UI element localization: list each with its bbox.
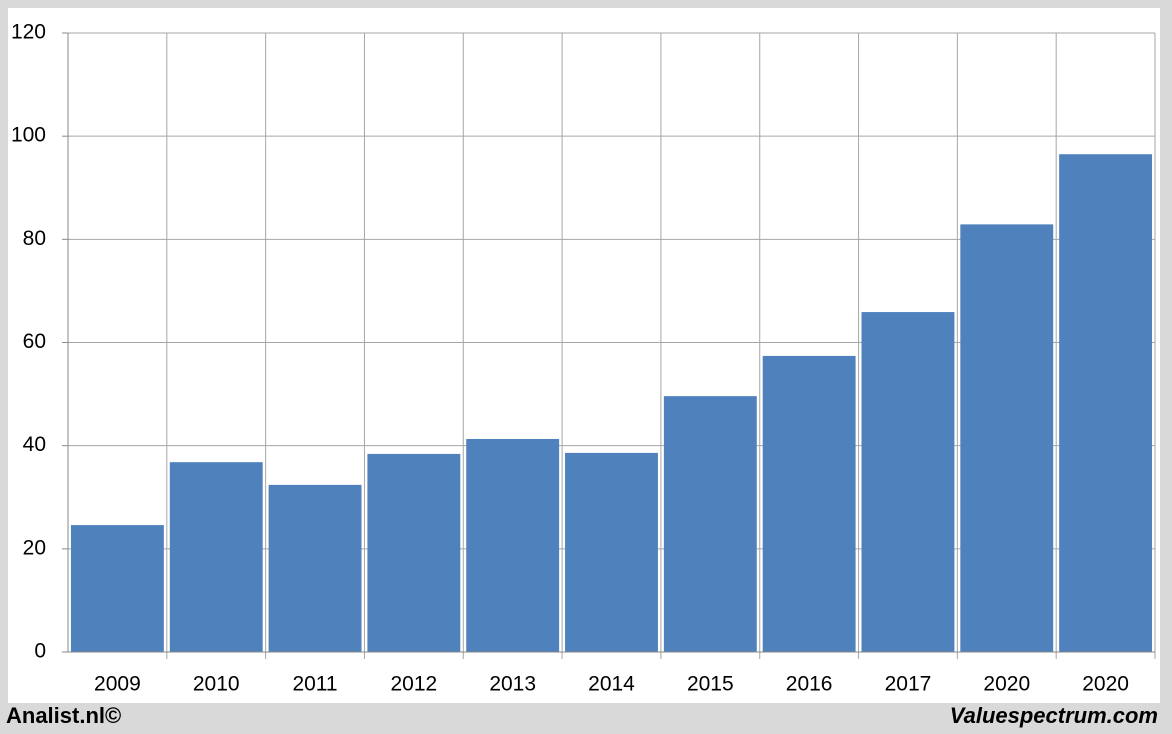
x-tick-label: 2020: [1082, 673, 1129, 696]
bar: [565, 452, 658, 652]
x-tick-label: 2012: [391, 673, 438, 696]
x-tick-label: 2017: [885, 673, 932, 696]
y-tick-label: 40: [23, 433, 46, 456]
y-tick-label: 80: [23, 227, 46, 250]
bar: [70, 525, 164, 652]
x-tick-label: 2016: [786, 673, 833, 696]
footer-right: Valuespectrum.com: [950, 703, 1158, 728]
y-tick-label: 100: [11, 124, 46, 147]
footer-left: Analist.nl©: [6, 703, 121, 728]
bar: [466, 438, 560, 652]
x-tick-label: 2010: [193, 673, 240, 696]
y-tick-label: 0: [34, 640, 46, 663]
x-tick-label: 2013: [489, 673, 536, 696]
bar: [861, 312, 955, 652]
bar: [960, 224, 1054, 653]
bar: [663, 396, 757, 652]
bar: [169, 462, 263, 652]
y-tick-label: 120: [11, 21, 46, 44]
x-tick-label: 2009: [94, 673, 141, 696]
bar: [268, 484, 362, 652]
x-tick-label: 2020: [983, 673, 1030, 696]
bar: [1059, 154, 1153, 653]
y-tick-label: 20: [23, 536, 46, 559]
x-tick-label: 2015: [687, 673, 734, 696]
x-tick-label: 2014: [588, 673, 635, 696]
bar: [367, 453, 461, 652]
y-tick-label: 60: [23, 330, 46, 353]
x-tick-label: 2011: [292, 673, 337, 696]
bar: [762, 355, 856, 652]
